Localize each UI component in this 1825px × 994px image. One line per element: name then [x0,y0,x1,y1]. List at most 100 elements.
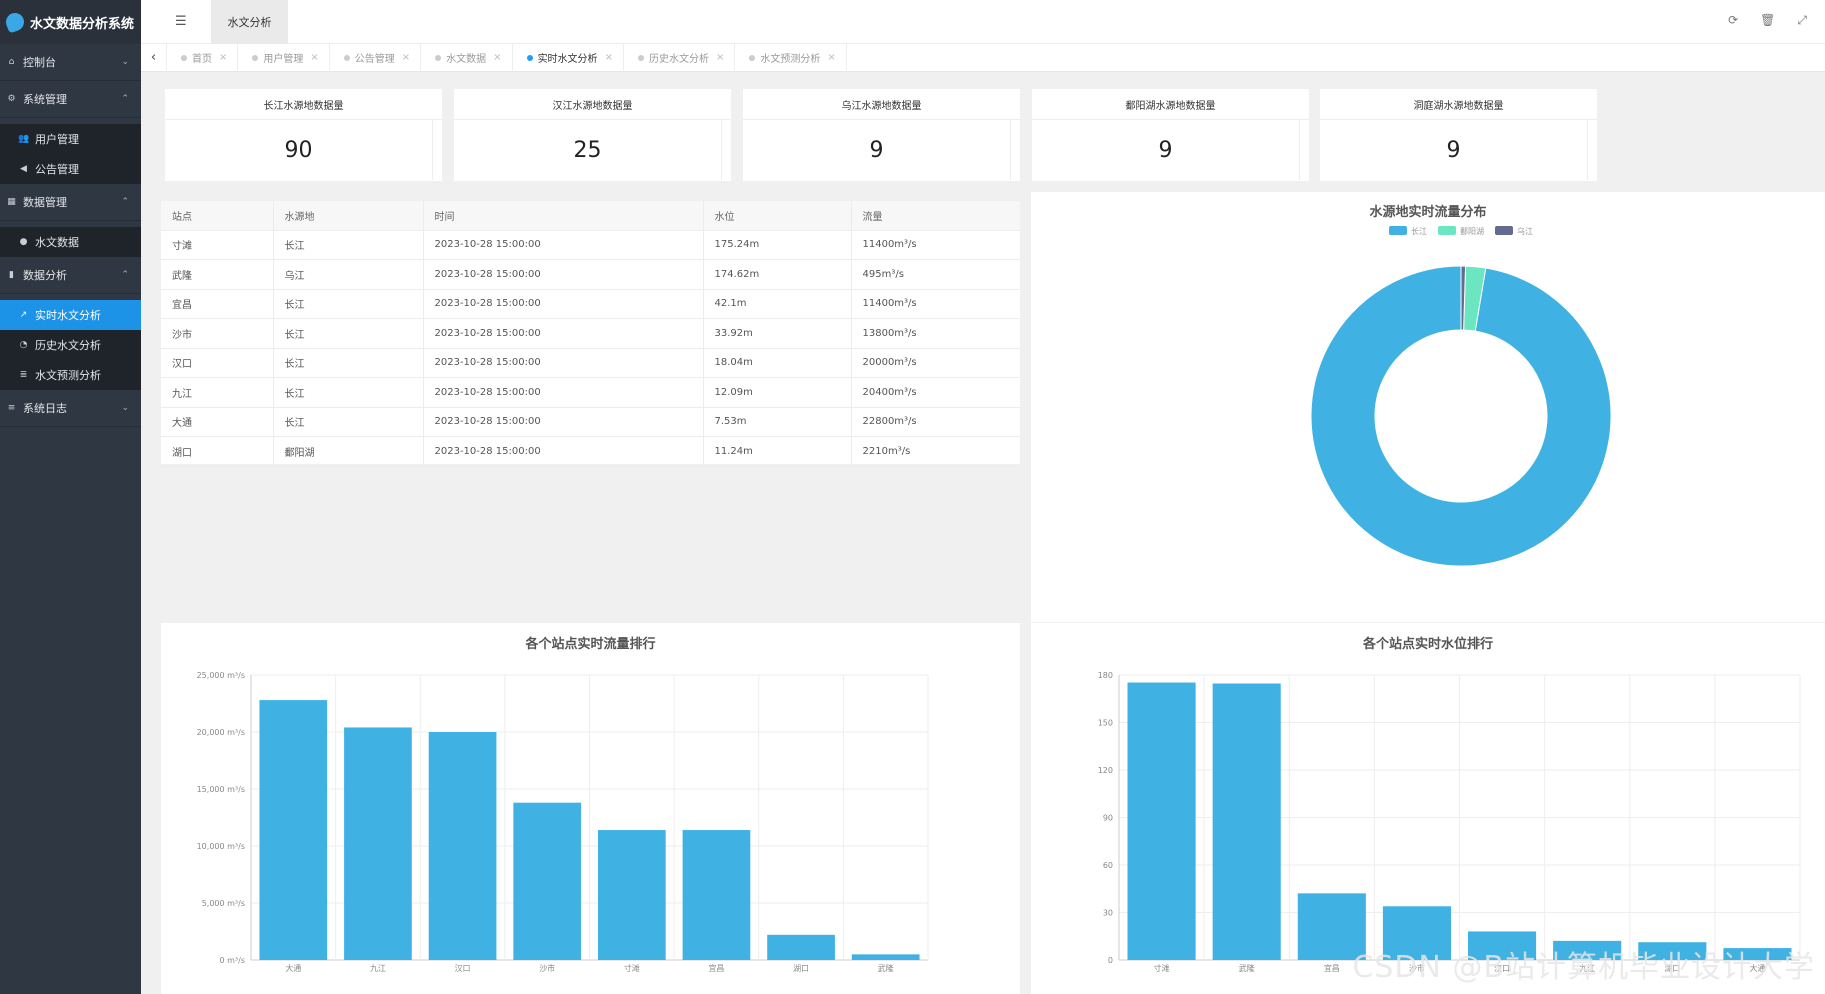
bar[interactable] [1723,948,1792,960]
y-tick-label: 60 [1103,861,1113,870]
legend-swatch [1495,226,1513,235]
tab-label: 实时水文分析 [537,54,598,65]
column-header[interactable]: 水位 [703,201,852,231]
y-tick-label: 150 [1098,719,1113,728]
sidebar-item-4[interactable]: ▦ 数据管理 ⌃ [0,184,141,221]
x-tick-label: 九江 [370,964,386,973]
sidebar-item-label: 控制台 [23,56,56,69]
x-tick-label: 汉口 [455,964,471,973]
close-icon[interactable]: × [310,52,319,63]
table-cell: 175.24m [703,230,852,260]
bar[interactable] [1382,906,1451,960]
header-actions: ⟳ 🗑 ⤢ [1728,13,1807,28]
legend-item[interactable]: 鄱阳湖 [1438,226,1484,236]
column-header[interactable]: 水源地 [273,201,424,231]
sidebar-item-7[interactable]: ↗ 实时水文分析 [0,300,141,330]
top-module-tab[interactable]: 水文分析 [211,0,288,44]
tab-1[interactable]: 用户管理 × [238,43,330,72]
table-row[interactable]: 沙市 长江 2023-10-28 15:00:00 33.92m 13800m³/s [161,318,1020,349]
close-icon[interactable]: × [401,52,411,63]
volume-icon: ◀ [20,164,27,174]
watermark: CSDN @B站计算机毕业设计大学 [1352,950,1815,985]
sidebar-item-6[interactable]: ▮ 数据分析 ⌃ [0,257,141,294]
chevron-left-icon[interactable]: ‹ [141,43,167,72]
donut-slice[interactable] [1310,265,1612,567]
table-row[interactable]: 九江 长江 2023-10-28 15:00:00 12.09m 20400m³/s [161,377,1020,408]
tab-0[interactable]: 首页 × [167,43,239,72]
tab-3[interactable]: 水文数据 × [421,43,513,72]
column-header[interactable]: 站点 [161,201,274,231]
bar[interactable] [682,830,751,960]
sidebar-item-0[interactable]: ⌂ 控制台 ⌄ [0,44,141,81]
x-tick-label: 宜昌 [708,963,724,973]
table-row[interactable]: 汉口 长江 2023-10-28 15:00:00 18.04m 20000m³/s [161,348,1020,378]
sidebar-item-2[interactable]: 👥 用户管理 [0,124,141,154]
chevron-up-icon: ⌃ [121,270,129,280]
sidebar-item-8[interactable]: ◔ 历史水文分析 [0,330,141,360]
sidebar-item-9[interactable]: ≣ 水文预测分析 [0,360,141,390]
tab-6[interactable]: 水文预测分析 × [735,43,847,72]
bar[interactable] [428,732,497,960]
brand[interactable]: 水文数据分析系统 [0,0,141,44]
trash-icon[interactable]: 🗑 [1760,13,1776,27]
column-header[interactable]: 流量 [851,201,1020,231]
donut-slice[interactable] [1460,265,1467,331]
bar[interactable] [767,934,835,960]
tab-status-dot [526,54,533,61]
fullscreen-icon[interactable]: ⤢ [1797,13,1807,27]
cogs-icon: ⚙ [7,94,16,104]
sidebar-item-3[interactable]: ◀ 公告管理 [0,154,141,184]
close-icon[interactable]: × [715,52,725,63]
tab-4[interactable]: 实时水文分析 × [513,43,624,72]
table-row[interactable]: 寸滩 长江 2023-10-28 15:00:00 175.24m 11400m³/s [161,230,1020,260]
sidebar-item-1[interactable]: ⚙ 系统管理 ⌃ [0,81,141,118]
table-cell: 174.62m [703,259,852,290]
donut-chart: 长江 鄱阳湖 乌江 [1310,226,1612,567]
legend-item[interactable]: 乌江 [1495,226,1533,236]
table-cell: 2023-10-28 15:00:00 [423,259,704,290]
menu-toggle-icon[interactable]: ☰ [175,14,187,29]
bar[interactable] [1638,942,1707,960]
tab-status-dot [343,54,350,61]
table-cell: 22800m³/s [851,407,1020,437]
sidebar-item-5[interactable]: ● 水文数据 [0,227,141,257]
close-icon[interactable]: × [219,52,228,63]
table-row[interactable]: 武隆 乌江 2023-10-28 15:00:00 174.62m 495m³/s [161,259,1020,290]
bar[interactable] [344,727,412,960]
sidebar: 水文数据分析系统 ⌂ 控制台 ⌄ ⚙ 系统管理 ⌃ 👥 用户管理 ◀ 公告管理 ▦ 数据管理 ⌃ ● 水文数… [0,0,141,994]
stat-card-title: 乌江水源地数据量 [743,89,1020,120]
sidebar-item-label: 水文预测分析 [35,369,101,382]
bar[interactable] [1553,940,1622,960]
level-bar-chart: 0 30 60 90 120 150 180 寸滩 武隆 宜昌 沙市 汉口 九江 湖口 大通 [1098,671,1801,973]
bar[interactable] [1212,683,1281,960]
legend-item[interactable]: 长江 [1389,226,1427,236]
bar[interactable] [1297,893,1366,960]
column-header[interactable]: 时间 [423,201,704,231]
bar[interactable] [1468,931,1537,960]
tab-2[interactable]: 公告管理 × [330,43,422,72]
bar[interactable] [851,954,920,960]
bar[interactable] [513,802,582,960]
table-cell: 九江 [161,377,274,408]
bar[interactable] [597,830,666,960]
sidebar-item-label: 数据管理 [23,196,67,209]
table-row[interactable]: 大通 长江 2023-10-28 15:00:00 7.53m 22800m³/s [161,407,1020,437]
tab-5[interactable]: 历史水文分析 × [624,43,736,72]
y-tick-label: 25,000 m³/s [197,671,245,680]
bar[interactable] [259,700,328,960]
refresh-icon[interactable]: ⟳ [1728,13,1739,27]
close-icon[interactable]: × [493,52,502,63]
chevron-down-icon: ⌄ [121,57,129,67]
y-tick-label: 20,000 m³/s [197,728,245,737]
table-row[interactable]: 湖口 鄱阳湖 2023-10-28 15:00:00 11.24m 2210m³/s [161,436,1020,467]
table-cell: 33.92m [703,318,852,349]
close-icon[interactable]: × [604,52,613,63]
sidebar-item-10[interactable]: ≡ 系统日志 ⌄ [0,390,141,427]
bar[interactable] [1127,682,1196,960]
table-cell: 7.53m [703,407,852,437]
x-tick-label: 寸滩 [1154,963,1170,973]
tab-status-dot [749,54,756,61]
table-cell: 11400m³/s [851,230,1020,260]
close-icon[interactable]: × [827,52,836,63]
table-row[interactable]: 宜昌 长江 2023-10-28 15:00:00 42.1m 11400m³/s [161,289,1020,319]
